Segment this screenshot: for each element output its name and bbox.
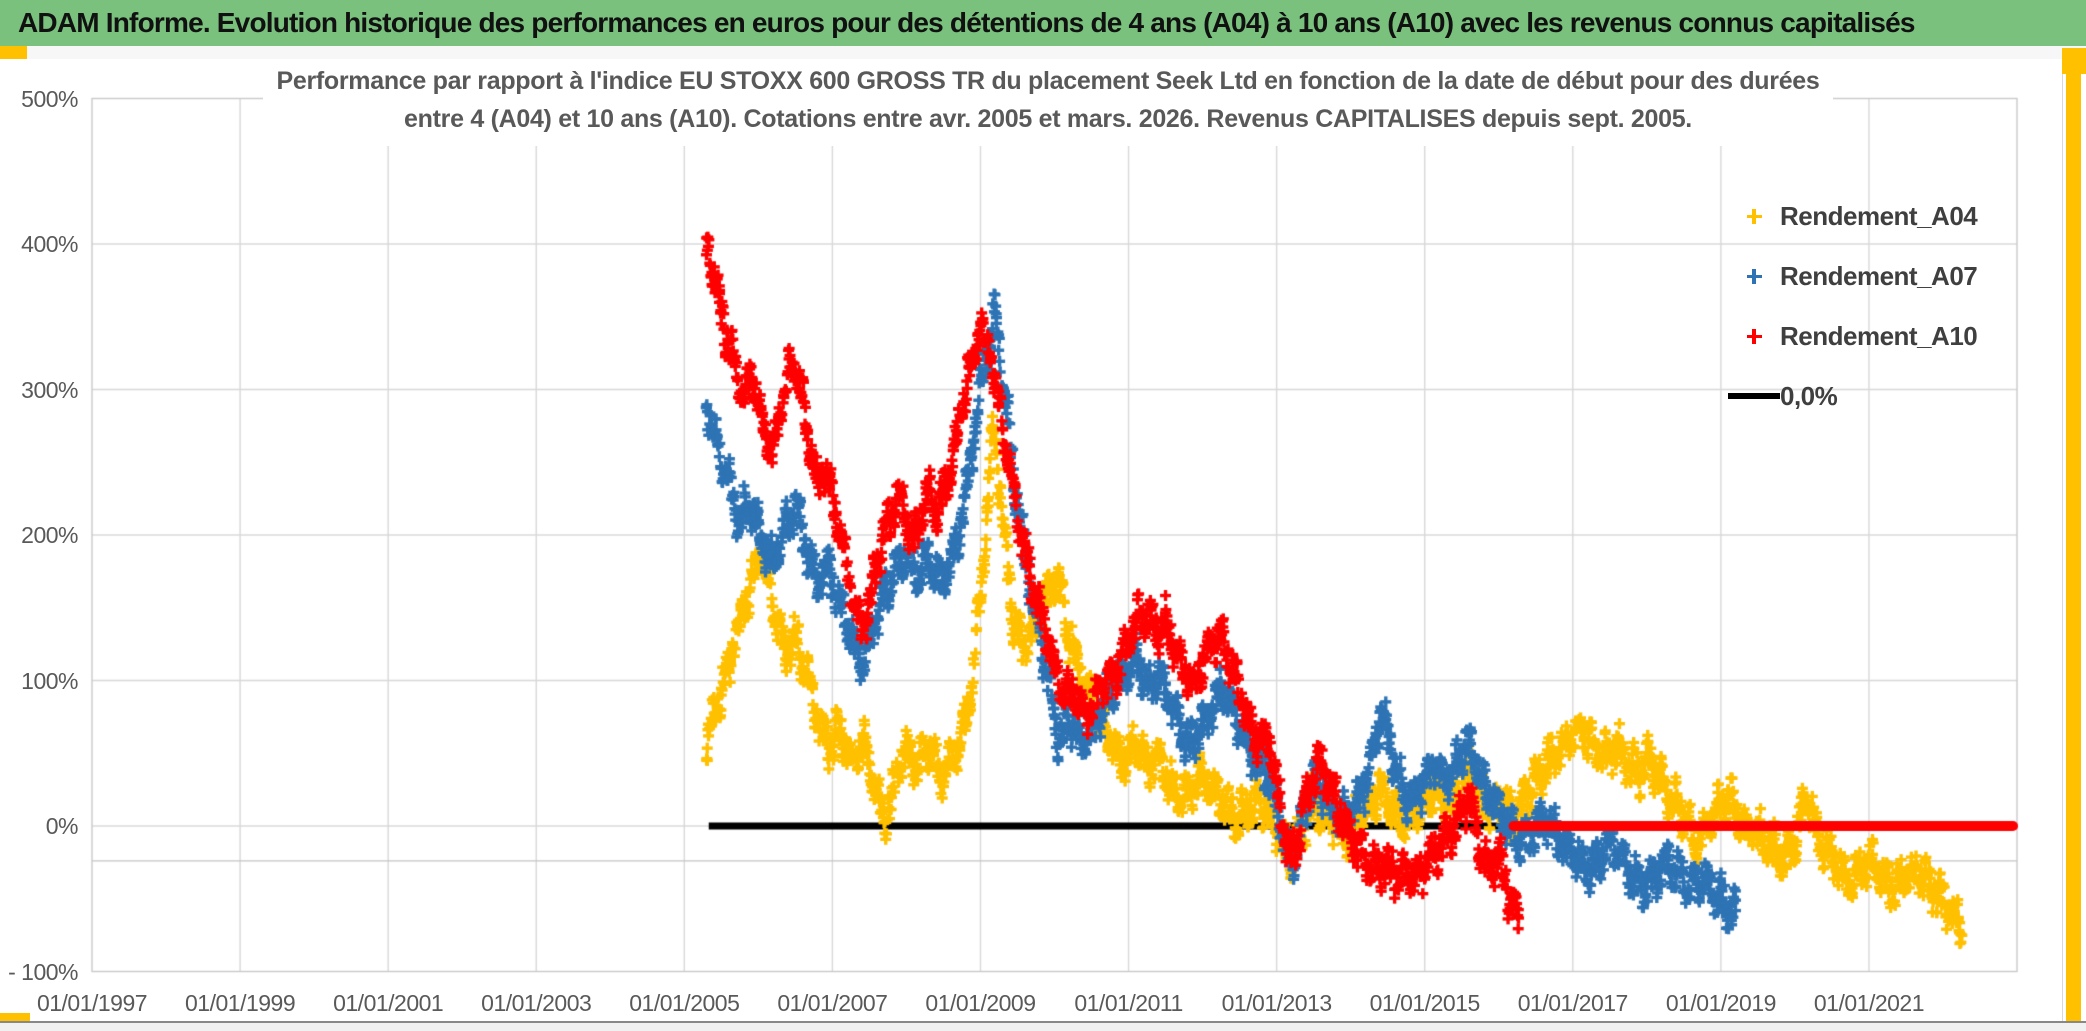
accent-right-strip: [2066, 74, 2081, 1021]
legend-item-0-0-: 0,0%: [1728, 376, 1838, 416]
x-tick-label: 01/01/2007: [777, 990, 888, 1016]
x-tick-label: 01/01/2003: [481, 990, 592, 1016]
legend-label: Rendement_A07: [1780, 260, 1978, 291]
legend-label: Rendement_A10: [1780, 320, 1978, 351]
legend-item-rendement-a07: Rendement_A07: [1728, 256, 1978, 296]
y-tick-label: 100%: [21, 667, 78, 694]
legend-item-rendement-a10: Rendement_A10: [1728, 316, 1978, 356]
legend-plus-icon: [1728, 208, 1780, 224]
chart-title-line1: Performance par rapport à l'indice EU ST…: [276, 67, 1820, 95]
bottom-rule: [0, 1021, 2086, 1023]
y-tick-label: - 100%: [8, 958, 78, 985]
y-tick-label: 400%: [21, 231, 78, 257]
x-tick-label: 01/01/2011: [1074, 990, 1183, 1016]
x-tick-label: 01/01/2013: [1221, 990, 1333, 1016]
y-tick-label: 500%: [21, 85, 78, 112]
y-tick-label: 200%: [21, 522, 78, 548]
x-tick-label: 01/01/1999: [185, 990, 296, 1016]
legend-plus-icon: [1728, 328, 1780, 344]
legend-label: Rendement_A04: [1780, 200, 1978, 231]
accent-top-left: [0, 46, 27, 59]
chart-title-line2: entre 4 (A04) et 10 ans (A10). Cotations…: [404, 105, 1692, 133]
y-tick-label: 300%: [21, 376, 78, 403]
x-tick-label: 01/01/2019: [1665, 990, 1777, 1016]
legend-plus-icon: [1728, 268, 1780, 284]
legend-line-sample: [1728, 393, 1780, 399]
bottom-strip: [0, 1023, 2086, 1031]
x-tick-label: 01/01/2005: [629, 990, 740, 1016]
x-tick-label: 01/01/2021: [1813, 990, 1925, 1016]
x-tick-label: 01/01/2015: [1369, 990, 1481, 1016]
legend-item-rendement-a04: Rendement_A04: [1728, 196, 1978, 236]
legend-label: 0,0%: [1780, 380, 1838, 411]
x-tick-label: 01/01/2017: [1517, 990, 1629, 1016]
accent-top-right: [2062, 48, 2086, 74]
y-tick-label: 0%: [45, 813, 79, 839]
chart-title-block: Performance par rapport à l'indice EU ST…: [263, 62, 1833, 146]
x-tick-label: 01/01/2001: [333, 990, 444, 1016]
x-tick-label: 01/01/2009: [925, 990, 1036, 1016]
x-tick-label: 01/01/1997: [36, 990, 148, 1016]
